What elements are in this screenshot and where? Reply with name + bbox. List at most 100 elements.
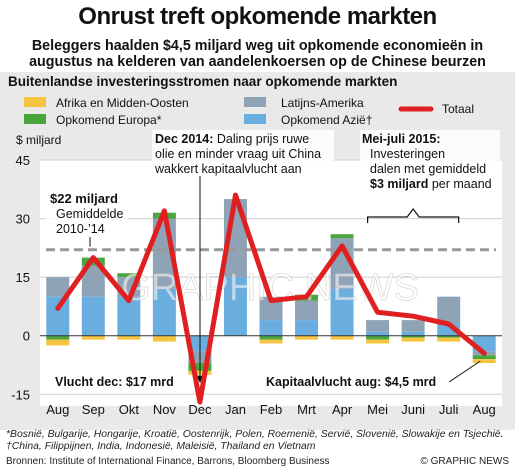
bar-segment xyxy=(437,337,461,342)
y-tick-label: 0 xyxy=(23,329,30,344)
bar-segment xyxy=(401,320,425,332)
investment-flows-chart: Buitenlandse investeringsstromen naar op… xyxy=(8,74,502,417)
x-tick-label: Juni xyxy=(401,402,425,417)
legend: Afrika en Midden-Oosten Opkomend Europa*… xyxy=(24,96,474,127)
x-tick-label: Sep xyxy=(82,402,105,417)
chart-title: Buitenlandse investeringsstromen naar op… xyxy=(8,74,397,89)
may-annotation-bracket xyxy=(367,208,460,223)
dec-annotation-text: Daling prijs ruwe xyxy=(213,132,309,146)
bar-segment xyxy=(81,296,105,336)
bar-segment xyxy=(366,339,390,344)
bar-segment xyxy=(152,288,176,336)
bar-segment xyxy=(259,339,283,344)
bar-segment xyxy=(366,335,390,340)
legend-swatch-africa xyxy=(24,97,46,107)
bar-segment xyxy=(46,296,70,336)
x-tick-label: Aug xyxy=(46,402,69,417)
legend-swatch-latam xyxy=(244,97,266,107)
credit: © GRAPHIC NEWS xyxy=(420,456,510,467)
y-axis-labels: 45 30 15 0 -15 xyxy=(11,153,30,402)
bar-segment xyxy=(330,234,354,239)
avg-annotation-label: Gemiddelde xyxy=(56,207,123,221)
y-axis-unit: $ miljard xyxy=(16,133,61,147)
bar-segment xyxy=(330,335,354,340)
bar-segment xyxy=(117,335,141,340)
bar-segment xyxy=(81,335,105,340)
page-subtitle: Beleggers haalden $4,5 miljard weg uit o… xyxy=(29,38,486,70)
avg-annotation-period: 2010-’14 xyxy=(56,222,105,236)
dec-annotation-line2: olie en minder vraag uit China xyxy=(155,147,321,161)
bar-segment xyxy=(295,320,319,336)
may-annotation-amount: $3 miljard xyxy=(370,177,428,191)
bar-segment xyxy=(259,335,283,340)
may-annotation-line3: dalen met gemiddeld xyxy=(370,162,486,176)
y-tick-label: 45 xyxy=(16,153,30,168)
x-tick-label: Jan xyxy=(225,402,246,417)
x-tick-label: Aug xyxy=(473,402,496,417)
bar-segment xyxy=(437,335,461,338)
may-annotation-unit: per maand xyxy=(428,177,491,191)
x-tick-label: Apr xyxy=(332,402,353,417)
bar-segment xyxy=(472,355,496,360)
x-tick-label: Mrt xyxy=(297,402,316,417)
dec-annotation-date: Dec 2014: xyxy=(155,132,213,146)
x-tick-label: Juli xyxy=(439,402,459,417)
legend-swatch-europe xyxy=(24,114,46,124)
bar-segment xyxy=(223,277,247,336)
bar-segment xyxy=(295,300,319,321)
x-axis-labels: Aug Sep Okt Nov Dec Jan Feb Mrt Apr Mei Juni Juli Au… xyxy=(46,402,496,417)
bar-segment xyxy=(81,265,105,297)
y-tick-label: -15 xyxy=(11,387,30,402)
bar-segment xyxy=(46,277,70,297)
dec-annotation-line1: Dec 2014: Daling prijs ruwe xyxy=(155,132,309,146)
may-annotation-title: Mei-juli 2015: xyxy=(362,132,441,146)
bar-segment xyxy=(117,296,141,336)
bar-segment xyxy=(295,335,319,340)
bar-segment xyxy=(259,320,283,336)
vlucht-aug-label: Kapitaalvlucht aug: $4,5 mrd xyxy=(266,375,436,389)
bar-segment xyxy=(437,324,461,336)
bar-segment xyxy=(46,339,70,346)
bar-segment xyxy=(401,335,425,338)
bar-segment xyxy=(117,273,141,278)
bar-segment xyxy=(366,331,390,336)
vlucht-aug-leader xyxy=(448,360,481,383)
bar-segment xyxy=(437,296,461,324)
may-annotation-line2: Investeringen xyxy=(370,147,445,161)
may-annotation-line4: $3 miljard per maand xyxy=(370,177,492,191)
bar-segment xyxy=(46,335,70,340)
bar-segment xyxy=(401,331,425,336)
x-tick-label: Mei xyxy=(367,402,388,417)
x-tick-label: Nov xyxy=(153,402,177,417)
legend-label-total: Totaal xyxy=(442,102,474,116)
vlucht-dec-label: Vlucht dec: $17 mrd xyxy=(55,375,174,389)
legend-label-africa: Afrika en Midden-Oosten xyxy=(56,96,189,110)
total-line xyxy=(55,192,487,405)
y-tick-label: 15 xyxy=(16,270,30,285)
source-note: Bronnen: Institute of International Fina… xyxy=(6,456,330,467)
vlucht-dec-bg xyxy=(52,374,172,390)
bar-segment xyxy=(330,288,354,336)
legend-label-europe: Opkomend Europa* xyxy=(56,113,162,127)
dec-annotation-bg xyxy=(152,130,334,176)
bar-segment xyxy=(259,296,283,321)
vlucht-aug-bg xyxy=(263,374,449,390)
bar-segment xyxy=(366,320,390,332)
bar-segment xyxy=(401,337,425,342)
legend-swatch-asia xyxy=(244,114,266,124)
avg-annotation-value: $22 miljard xyxy=(50,191,118,206)
page-title: Onrust treft opkomende markten xyxy=(78,3,437,30)
bar-segment xyxy=(472,359,496,364)
x-tick-label: Feb xyxy=(260,402,282,417)
y-tick-label: 30 xyxy=(16,212,30,227)
legend-label-latam: Latijns-Amerika xyxy=(281,96,364,110)
x-tick-label: Dec xyxy=(188,402,212,417)
footnote: *Bosnië, Bulgarije, Hongarije, Kroatië, … xyxy=(6,429,504,452)
may-annotation-bg xyxy=(360,130,500,192)
dec-annotation-line3: wakkert kapitaalvlucht aan xyxy=(154,162,302,176)
bar-segment xyxy=(152,335,176,342)
x-tick-label: Okt xyxy=(119,402,140,417)
